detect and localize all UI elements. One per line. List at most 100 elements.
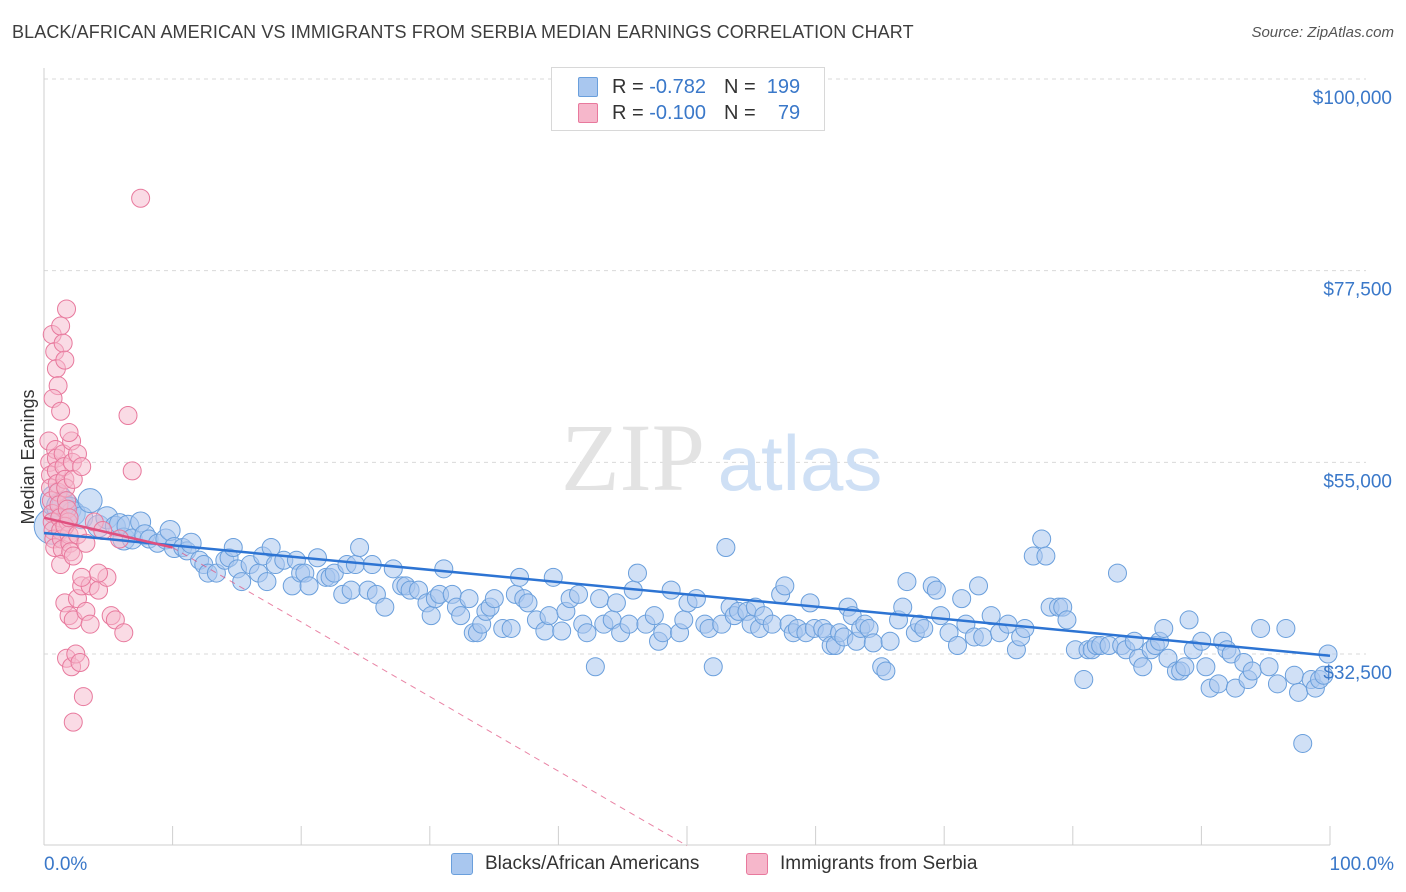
data-point bbox=[55, 350, 75, 370]
data-point bbox=[1209, 674, 1229, 694]
data-point bbox=[350, 538, 370, 558]
data-point bbox=[762, 614, 782, 634]
legend-label-serbia: Immigrants from Serbia bbox=[780, 853, 978, 874]
data-point bbox=[590, 589, 610, 609]
r-value: -0.782 bbox=[649, 75, 706, 98]
data-point bbox=[1314, 665, 1334, 685]
data-point bbox=[644, 606, 664, 626]
series-serbia-points bbox=[39, 188, 151, 732]
data-point bbox=[375, 597, 395, 617]
data-point bbox=[914, 618, 934, 638]
data-point bbox=[72, 567, 92, 587]
data-point bbox=[1259, 657, 1279, 677]
data-point bbox=[969, 576, 989, 596]
data-point bbox=[539, 606, 559, 626]
x-tick-label: 100.0% bbox=[1330, 854, 1395, 875]
data-point bbox=[981, 606, 1001, 626]
data-point bbox=[1154, 618, 1174, 638]
data-point bbox=[1276, 618, 1296, 638]
data-point bbox=[627, 563, 647, 583]
y-tick-label: $55,000 bbox=[1323, 471, 1392, 492]
axis-labels: $100,000 $77,500 $55,000 $32,500 0.0% 100.0% bbox=[44, 88, 1394, 875]
data-point bbox=[876, 661, 896, 681]
data-point bbox=[703, 657, 723, 677]
data-point bbox=[1036, 546, 1056, 566]
data-point bbox=[232, 572, 252, 592]
data-point bbox=[1133, 657, 1153, 677]
data-point bbox=[1267, 674, 1287, 694]
data-point bbox=[501, 618, 521, 638]
data-point bbox=[114, 623, 134, 643]
data-point bbox=[76, 533, 96, 553]
legend-row-blacks: R = -0.782 N = 199 bbox=[578, 74, 800, 100]
data-point bbox=[89, 563, 109, 583]
y-tick-label: $32,500 bbox=[1323, 663, 1392, 684]
legend-row-serbia: R = -0.100 N = 79 bbox=[578, 100, 800, 126]
data-point bbox=[73, 687, 93, 707]
data-point bbox=[51, 316, 71, 336]
data-point bbox=[72, 457, 92, 477]
data-point bbox=[484, 589, 504, 609]
data-point bbox=[223, 538, 243, 558]
data-point bbox=[131, 188, 151, 208]
data-point bbox=[686, 589, 706, 609]
data-point bbox=[952, 589, 972, 609]
data-point bbox=[931, 606, 951, 626]
data-point bbox=[1192, 631, 1212, 651]
legend-label-blacks: Blacks/African Americans bbox=[485, 853, 700, 874]
data-point bbox=[1293, 733, 1313, 753]
correlation-legend: R = -0.782 N = 199 R = -0.100 N = 79 bbox=[551, 67, 825, 131]
pink-swatch-icon bbox=[578, 103, 598, 123]
data-point bbox=[383, 559, 403, 579]
trend-line-serbia bbox=[43, 516, 173, 549]
data-point bbox=[653, 623, 673, 643]
data-point bbox=[257, 572, 277, 592]
data-point bbox=[775, 576, 795, 596]
data-point bbox=[973, 627, 993, 647]
data-point bbox=[451, 606, 471, 626]
legend-item-blacks[interactable]: Blacks/African Americans bbox=[451, 851, 699, 877]
trend-line-blacks bbox=[43, 531, 1331, 657]
data-point bbox=[59, 423, 79, 443]
data-point bbox=[552, 621, 572, 641]
data-point bbox=[880, 631, 900, 651]
series-blacks-points bbox=[33, 484, 1338, 753]
pink-square-icon bbox=[746, 853, 768, 875]
data-point bbox=[1179, 610, 1199, 630]
data-point bbox=[80, 614, 100, 634]
trend-lines bbox=[43, 516, 1331, 847]
data-point bbox=[299, 576, 319, 596]
data-point bbox=[63, 546, 83, 566]
trend-line-serbia-extension bbox=[172, 547, 688, 847]
x-tick-label: 0.0% bbox=[44, 854, 87, 875]
data-point bbox=[569, 584, 589, 604]
data-point bbox=[606, 593, 626, 613]
data-point bbox=[619, 614, 639, 634]
legend-item-serbia[interactable]: Immigrants from Serbia bbox=[746, 851, 977, 877]
data-point bbox=[947, 635, 967, 655]
data-point bbox=[341, 580, 361, 600]
data-point bbox=[459, 589, 479, 609]
data-point bbox=[1074, 670, 1094, 690]
chart-title: BLACK/AFRICAN AMERICAN VS IMMIGRANTS FRO… bbox=[12, 22, 914, 42]
data-point bbox=[1196, 657, 1216, 677]
y-axis-label: Median Earnings bbox=[18, 389, 38, 524]
data-point bbox=[661, 580, 681, 600]
data-point bbox=[926, 580, 946, 600]
data-point bbox=[863, 633, 883, 653]
watermark-atlas: atlas bbox=[718, 419, 883, 507]
r-label: R = bbox=[612, 75, 644, 98]
data-point bbox=[1124, 631, 1144, 651]
data-point bbox=[1107, 563, 1127, 583]
r-label: R = bbox=[612, 101, 644, 124]
data-point bbox=[63, 712, 83, 732]
data-point bbox=[800, 593, 820, 613]
data-point bbox=[57, 299, 77, 319]
data-point bbox=[1057, 610, 1077, 630]
watermark-zip: ZIP bbox=[561, 404, 705, 511]
data-point bbox=[1251, 618, 1271, 638]
data-point bbox=[1284, 665, 1304, 685]
n-value: 199 bbox=[766, 75, 801, 98]
data-point bbox=[77, 488, 103, 514]
